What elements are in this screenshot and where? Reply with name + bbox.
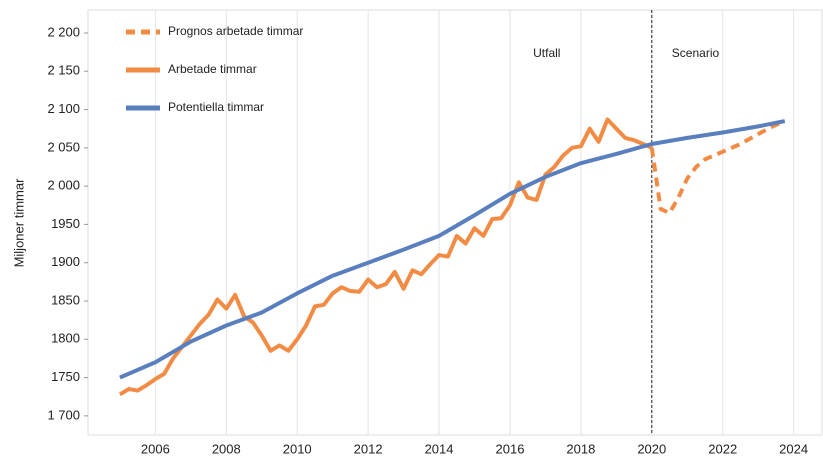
x-tick-label: 2024	[779, 441, 808, 456]
y-tick-label: 1 700	[47, 407, 80, 422]
y-tick-label: 1900	[51, 254, 80, 269]
y-axis-label: Miljoner timmar	[11, 178, 26, 268]
x-tick-label: 2006	[141, 441, 170, 456]
x-tick-label: 2010	[283, 441, 312, 456]
x-tick-label: 2012	[354, 441, 383, 456]
series-line	[118, 117, 653, 397]
x-tick-label: 2014	[425, 441, 454, 456]
plot-area	[87, 9, 823, 436]
series-line	[119, 119, 786, 380]
annotation: Scenario	[672, 46, 720, 60]
y-tick-label: 1950	[51, 216, 80, 231]
y-tick-label: 2 000	[47, 178, 80, 193]
legend-label: Potentiella timmar	[168, 100, 264, 114]
y-tick-label: 2 050	[47, 139, 80, 154]
series-line	[649, 119, 786, 215]
legend-label: Prognos arbetade timmar	[168, 24, 303, 38]
y-tick-label: 1750	[51, 369, 80, 384]
x-tick-label: 2020	[637, 441, 666, 456]
y-tick-label: 1850	[51, 292, 80, 307]
y-tick-label: 2 100	[47, 101, 80, 116]
x-tick-label: 2008	[212, 441, 241, 456]
legend-label: Arbetade timmar	[168, 62, 257, 76]
y-tick-label: 2 200	[47, 24, 80, 39]
y-tick-label: 2 150	[47, 63, 80, 78]
x-tick-label: 2022	[708, 441, 737, 456]
y-tick-label: 1800	[51, 331, 80, 346]
x-tick-label: 2016	[496, 441, 525, 456]
annotation: Utfall	[533, 46, 560, 60]
x-tick-label: 2018	[566, 441, 595, 456]
